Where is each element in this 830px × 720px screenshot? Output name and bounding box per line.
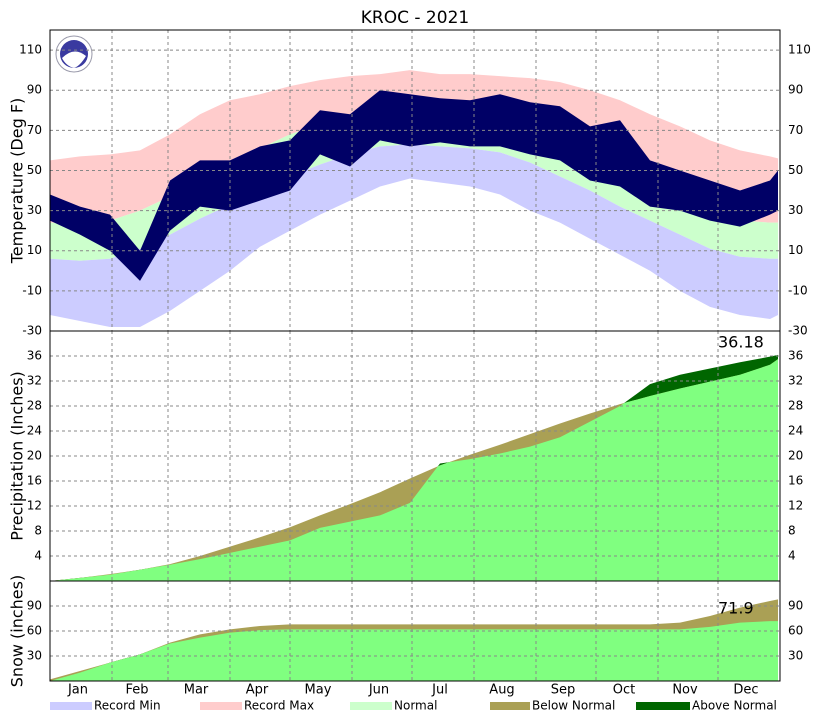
y-tick-label-right: 110 (788, 43, 811, 57)
y-tick-label: 32 (27, 374, 42, 388)
observed-area (50, 621, 778, 681)
y-tick-label-right: 90 (788, 599, 803, 613)
y-tick-label: 4 (34, 549, 42, 563)
legend-swatch (350, 702, 392, 710)
panel (50, 599, 778, 681)
legend-swatch (636, 702, 690, 710)
y-axis-label: Precipitation (Inches) (8, 371, 27, 541)
legend-label: Above Normal (692, 699, 777, 713)
y-tick-label-right: 50 (788, 163, 803, 177)
y-tick-label-right: 12 (788, 499, 803, 513)
x-tick-label: Apr (246, 683, 269, 698)
x-tick-label: Oct (613, 683, 635, 698)
y-axis-label: Temperature (Deg F) (8, 98, 27, 265)
x-tick-label: Feb (125, 683, 148, 698)
y-tick-label: 12 (27, 499, 42, 513)
y-tick-label-right: 16 (788, 474, 803, 488)
x-tick-label: Jul (431, 683, 448, 698)
y-tick-label: 28 (27, 399, 42, 413)
observed-band (50, 90, 778, 281)
observed-area (50, 359, 778, 581)
total-label: 36.18 (718, 332, 764, 351)
y-tick-label-right: 8 (788, 524, 796, 538)
legend-swatch (50, 702, 92, 710)
y-tick-label: -10 (22, 283, 42, 297)
panel (50, 354, 778, 581)
x-tick-label: Mar (184, 683, 209, 698)
panel-frame (49, 580, 781, 682)
y-tick-label: 24 (27, 424, 42, 438)
y-tick-label: 90 (27, 83, 42, 97)
y-tick-label: 36 (27, 349, 42, 363)
y-tick-label: 70 (27, 123, 42, 137)
legend-swatch (490, 702, 530, 710)
x-tick-label: Jan (67, 683, 88, 698)
y-tick-label: 60 (27, 624, 42, 638)
y-tick-label-right: 60 (788, 624, 803, 638)
x-tick-label: Sep (551, 683, 576, 698)
y-tick-label: 50 (27, 163, 42, 177)
x-tick-label: Jun (368, 683, 389, 698)
y-tick-label-right: 90 (788, 83, 803, 97)
x-tick-label: May (305, 683, 332, 698)
y-tick-label: 90 (27, 599, 42, 613)
y-tick-label-right: 30 (788, 203, 803, 217)
y-tick-label-right: -30 (788, 324, 808, 338)
legend-swatch (200, 702, 242, 710)
legend-label: Below Normal (532, 699, 615, 713)
y-tick-label: 30 (27, 649, 42, 663)
y-tick-label-right: 32 (788, 374, 803, 388)
y-tick-label-right: 20 (788, 449, 803, 463)
x-tick-label: Dec (733, 683, 758, 698)
y-tick-label-right: 10 (788, 243, 803, 257)
legend-label: Record Max (244, 699, 314, 713)
y-tick-label: 30 (27, 203, 42, 217)
y-tick-label: 20 (27, 449, 42, 463)
x-tick-label: Nov (672, 683, 698, 698)
legend-label: Normal (394, 699, 437, 713)
total-label: 71.9 (718, 599, 754, 618)
panel (50, 70, 778, 327)
y-tick-label: 16 (27, 474, 42, 488)
y-tick-label-right: 28 (788, 399, 803, 413)
x-tick-label: Aug (489, 683, 514, 698)
noaa-logo (55, 35, 93, 73)
y-tick-label-right: 36 (788, 349, 803, 363)
record-min-band (50, 144, 778, 327)
y-tick-label-right: 70 (788, 123, 803, 137)
y-axis-label: Snow (inches) (8, 575, 27, 687)
y-tick-label: 110 (19, 43, 42, 57)
y-tick-label-right: -10 (788, 283, 808, 297)
y-tick-label-right: 24 (788, 424, 803, 438)
y-tick-label: -30 (22, 324, 42, 338)
chart-title: KROC - 2021 (361, 8, 469, 28)
y-tick-label-right: 30 (788, 649, 803, 663)
legend-label: Record Min (94, 699, 161, 713)
y-tick-label-right: 4 (788, 549, 796, 563)
y-tick-label: 10 (27, 243, 42, 257)
y-tick-label: 8 (34, 524, 42, 538)
